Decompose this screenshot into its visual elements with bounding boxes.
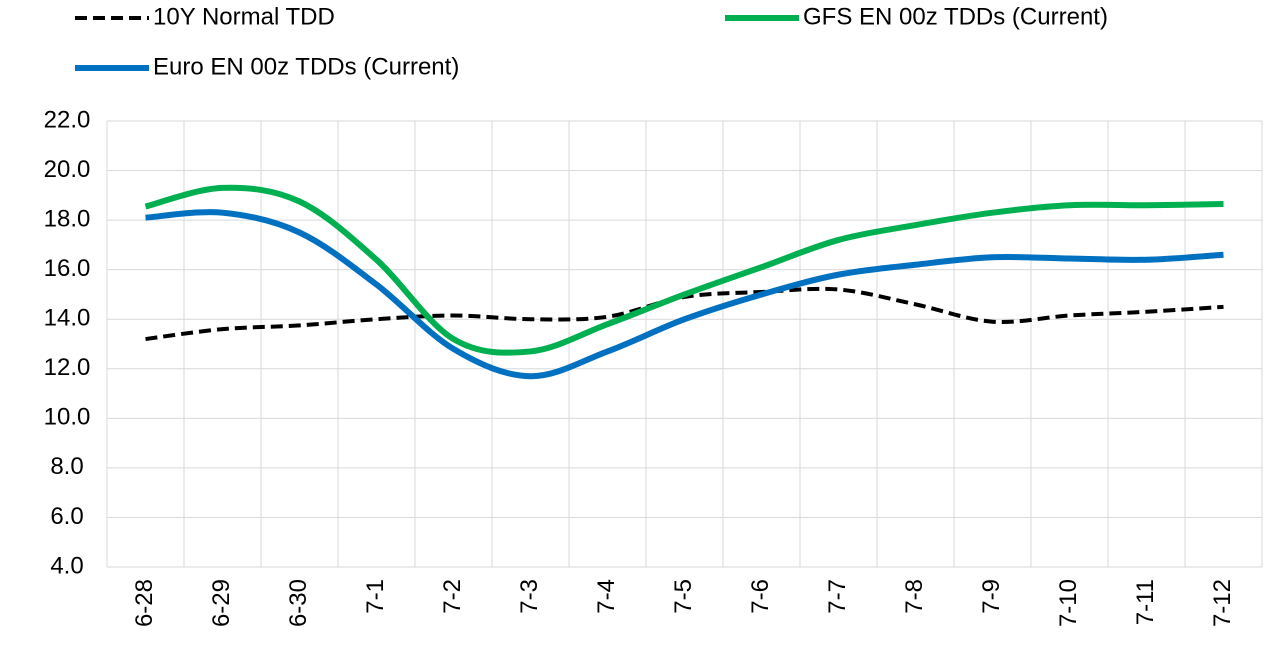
x-tick-label: 6-29 bbox=[208, 579, 235, 627]
legend-label: 10Y Normal TDD bbox=[153, 3, 335, 30]
y-tick-label: 16.0 bbox=[44, 255, 91, 282]
x-tick-label: 7-6 bbox=[747, 579, 774, 614]
legend-label: Euro EN 00z TDDs (Current) bbox=[153, 53, 459, 80]
x-tick-label: 7-1 bbox=[362, 579, 389, 614]
x-tick-label: 6-28 bbox=[131, 579, 158, 627]
legend-label: GFS EN 00z TDDs (Current) bbox=[803, 3, 1108, 30]
y-tick-label: 22.0 bbox=[44, 106, 91, 133]
x-tick-label: 7-11 bbox=[1132, 579, 1159, 625]
y-tick-label: 4.0 bbox=[50, 552, 83, 579]
x-tick-label: 7-4 bbox=[593, 579, 620, 614]
x-tick-label: 7-2 bbox=[439, 579, 466, 614]
x-tick-label: 6-30 bbox=[285, 579, 312, 627]
x-tick-label: 7-12 bbox=[1209, 579, 1236, 627]
y-tick-label: 6.0 bbox=[50, 503, 83, 530]
y-tick-label: 10.0 bbox=[44, 404, 91, 431]
y-tick-label: 12.0 bbox=[44, 354, 91, 381]
x-tick-label: 7-5 bbox=[670, 579, 697, 614]
y-tick-label: 8.0 bbox=[50, 453, 83, 480]
y-tick-label: 18.0 bbox=[44, 205, 91, 232]
x-tick-label: 7-8 bbox=[901, 579, 928, 614]
x-tick-label: 7-9 bbox=[978, 579, 1005, 614]
x-tick-label: 7-3 bbox=[516, 579, 543, 614]
y-tick-label: 20.0 bbox=[44, 156, 91, 183]
series-line bbox=[144, 184, 1224, 356]
x-tick-label: 7-10 bbox=[1055, 579, 1082, 627]
y-tick-label: 14.0 bbox=[44, 305, 91, 332]
x-tick-label: 7-7 bbox=[824, 579, 851, 614]
series-line bbox=[145, 209, 1224, 380]
